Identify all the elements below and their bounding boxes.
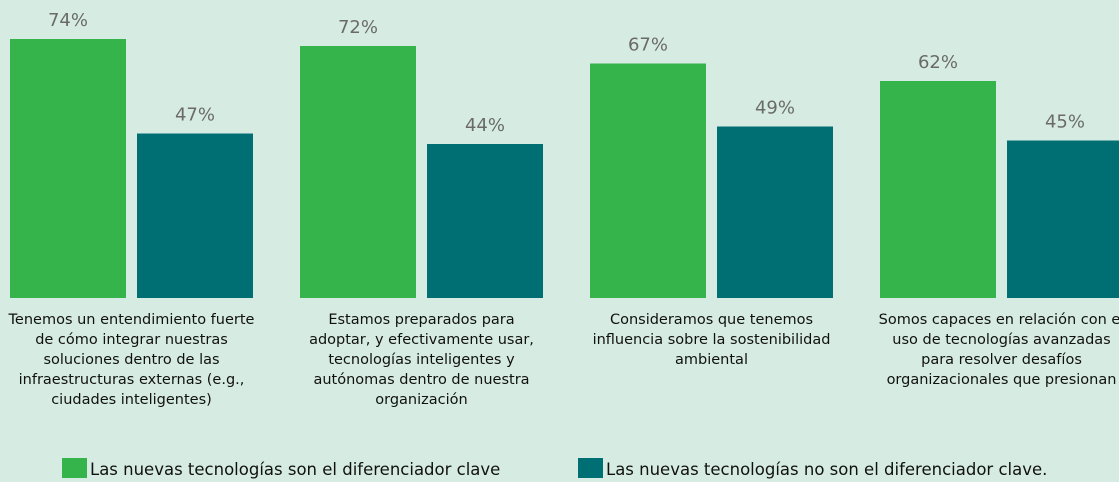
legend-swatch <box>62 458 87 478</box>
category-label: Somos capaces en relación con el uso de … <box>878 312 1119 388</box>
bar <box>10 39 126 298</box>
data-label: 47% <box>175 105 215 126</box>
bar <box>717 126 833 298</box>
bar <box>590 63 706 298</box>
data-label: 45% <box>1045 112 1085 133</box>
legend-item: Las nuevas tecnologías no son el diferen… <box>578 458 1047 479</box>
category-label: Consideramos que tenemos influencia sobr… <box>592 312 831 368</box>
legend-label: Las nuevas tecnologías no son el diferen… <box>606 460 1048 479</box>
data-label: 62% <box>918 52 958 73</box>
bar <box>427 144 543 298</box>
category-label: Tenemos un entendimiento fuerte de cómo … <box>8 312 255 408</box>
data-label: 49% <box>755 98 795 119</box>
bar <box>300 46 416 298</box>
category-label: Estamos preparados para adoptar, y efect… <box>309 312 534 408</box>
bar <box>1007 140 1119 298</box>
data-label: 44% <box>465 115 505 136</box>
bar <box>880 81 996 298</box>
legend-item: Las nuevas tecnologías son el diferencia… <box>62 458 500 479</box>
data-label: 67% <box>628 35 668 56</box>
data-label: 74% <box>48 10 88 31</box>
data-label: 72% <box>338 17 378 38</box>
legend-label: Las nuevas tecnologías son el diferencia… <box>90 460 501 479</box>
legend-swatch <box>578 458 603 478</box>
bar <box>137 133 253 298</box>
